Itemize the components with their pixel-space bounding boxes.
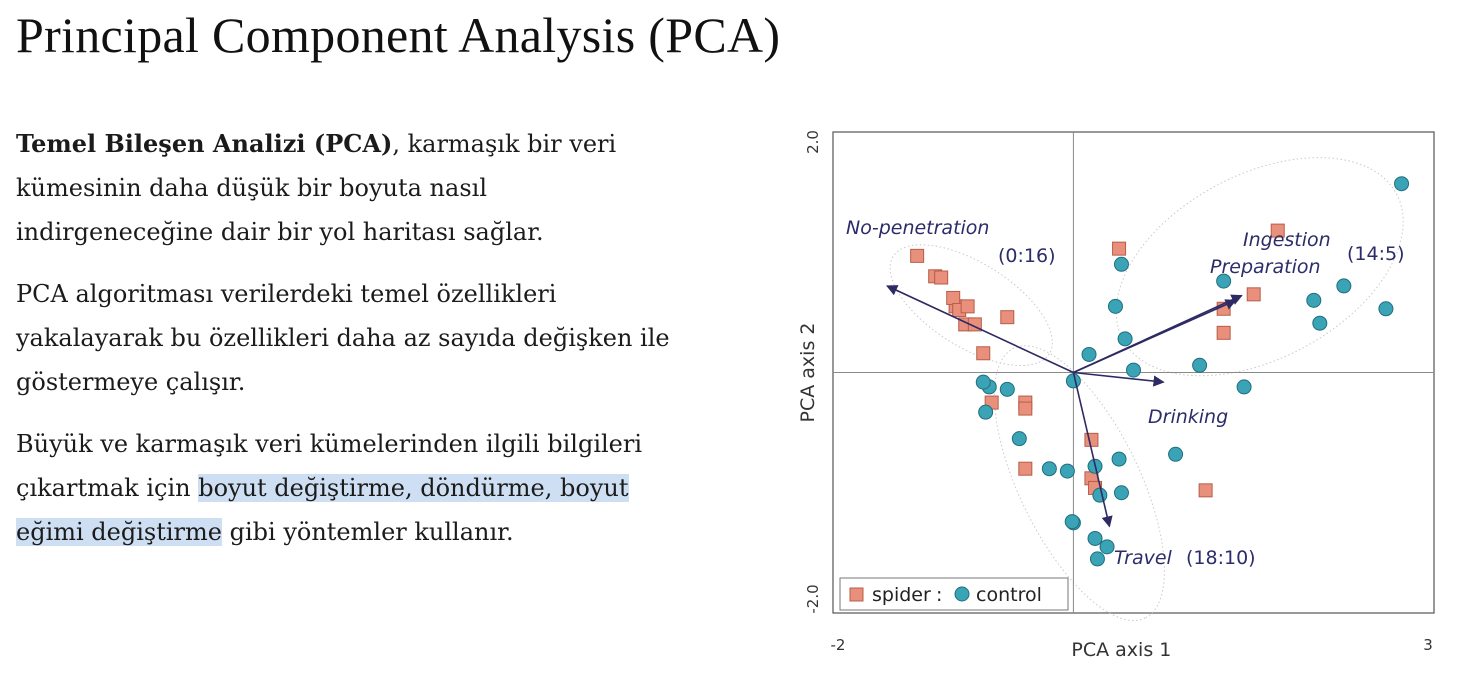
- paragraph-2: PCA algoritması verilerdeki temel özelli…: [16, 272, 776, 404]
- paragraph-3-line-2-plain: çıkartmak için: [16, 474, 199, 502]
- spider-point: [1084, 432, 1099, 447]
- control-point: [1041, 461, 1057, 477]
- group-label: (0:16): [998, 245, 1056, 267]
- control-point: [978, 404, 994, 420]
- paragraph-2-line-3: göstermeye çalışır.: [16, 368, 246, 396]
- paragraph-3: Büyük ve karmaşık veri kümelerinden ilgi…: [16, 422, 776, 554]
- control-point: [975, 374, 991, 390]
- spider-point: [960, 299, 975, 314]
- loading-vector-arrow: [1073, 299, 1237, 374]
- legend-spider-label: spider: [872, 584, 931, 606]
- control-point: [1011, 431, 1027, 447]
- control-point: [1113, 256, 1129, 272]
- y-tick-label: 2.0: [804, 130, 822, 154]
- spider-point: [1018, 401, 1033, 416]
- control-point: [1126, 362, 1141, 378]
- pca-scatter-plot: -2 3 2.0 -2.0 PCA axis 1 PCA axis 2 No-penetra…: [797, 130, 1435, 661]
- control-point: [1312, 315, 1328, 331]
- paragraph-2-line-1: PCA algoritması verilerdeki temel özelli…: [16, 280, 557, 308]
- paragraph-1-line-1-rest: , karmaşık bir veri: [392, 130, 617, 158]
- group-label: (14:5): [1347, 243, 1405, 265]
- pca-chart: -2 3 2.0 -2.0 PCA axis 1 PCA axis 2 No-penetra…: [790, 118, 1462, 672]
- paragraph-3-line-1: Büyük ve karmaşık veri kümelerinden ilgi…: [16, 430, 643, 458]
- control-point: [1378, 301, 1394, 317]
- control-point: [1065, 373, 1081, 389]
- paragraph-1-line-3: indirgeneceğine dair bir yol haritası sa…: [16, 218, 544, 246]
- paragraph-1-line-2: kümesinin daha düşük bir boyuta nasıl: [16, 174, 487, 202]
- control-point: [1216, 273, 1232, 289]
- control-point: [1168, 446, 1184, 462]
- group-label: Ingestion: [1243, 229, 1331, 251]
- control-point: [1394, 176, 1410, 192]
- paragraph-3-line-2: çıkartmak için boyut değiştirme, döndürm…: [16, 466, 776, 510]
- cluster-ellipse: [889, 244, 1053, 367]
- spider-point: [946, 290, 961, 305]
- control-point: [1236, 379, 1252, 395]
- spider-point: [1270, 223, 1285, 238]
- group-label: (18:10): [1186, 547, 1256, 569]
- selected-text-highlight-1[interactable]: boyut değiştirme, döndürme, boyut: [198, 474, 629, 502]
- legend-control-label: control: [976, 584, 1042, 606]
- slide-title: Principal Component Analysis (PCA): [16, 7, 781, 63]
- spider-point: [1246, 287, 1261, 302]
- group-label: Preparation: [1210, 256, 1321, 278]
- paragraph-2-line-2: yakalayarak bu özellikleri daha az sayıd…: [16, 324, 670, 352]
- control-point: [1064, 514, 1080, 530]
- group-label: Travel: [1114, 547, 1173, 569]
- loading-vector-arrow: [1072, 372, 1113, 528]
- control-point: [1059, 463, 1075, 479]
- legend-spider-swatch: [849, 587, 864, 602]
- control-point: [1111, 451, 1127, 467]
- control-point: [1336, 278, 1352, 294]
- control-point: [1089, 551, 1105, 567]
- legend-separator: :: [936, 584, 942, 606]
- control-point: [1113, 485, 1129, 501]
- cluster-ellipse: [1115, 157, 1404, 377]
- cluster-ellipse: [993, 345, 1165, 621]
- spider-point: [1000, 310, 1015, 325]
- x-axis-label: PCA axis 1: [1071, 639, 1171, 661]
- control-point: [1099, 539, 1115, 555]
- control-point: [1107, 298, 1123, 314]
- y-tick-label: -2.0: [804, 584, 822, 613]
- spider-point: [934, 270, 949, 285]
- control-point: [1081, 346, 1097, 362]
- spider-point: [910, 248, 925, 263]
- spider-point: [1216, 325, 1231, 340]
- control-point: [1306, 292, 1322, 308]
- legend-box: [839, 577, 1069, 611]
- x-tick-label: 3: [1423, 636, 1433, 654]
- spider-point: [1198, 483, 1213, 498]
- spider-point: [1112, 241, 1127, 256]
- loading-vector-arrow: [1073, 371, 1165, 387]
- loading-vector-arrow: [886, 285, 1074, 374]
- y-axis-label: PCA axis 2: [797, 323, 819, 423]
- paragraph-1: Temel Bileşen Analizi (PCA), karmaşık bi…: [16, 122, 776, 254]
- body-text: Temel Bileşen Analizi (PCA), karmaşık bi…: [16, 122, 776, 572]
- control-point: [1192, 357, 1208, 373]
- paragraph-1-line-1: Temel Bileşen Analizi (PCA), karmaşık bi…: [16, 122, 776, 166]
- group-label: No-penetration: [846, 217, 989, 239]
- legend-control-swatch: [954, 586, 970, 602]
- paragraph-3-line-3-rest: gibi yöntemler kullanır.: [221, 518, 514, 546]
- group-label: Drinking: [1148, 406, 1228, 428]
- spider-point: [976, 346, 991, 361]
- control-point: [1092, 487, 1108, 503]
- control-point: [1117, 331, 1133, 347]
- paragraph-3-line-3: eğimi değiştirme gibi yöntemler kullanır…: [16, 510, 776, 554]
- spider-point: [1018, 461, 1033, 476]
- control-point: [1087, 530, 1103, 546]
- control-point: [999, 381, 1015, 397]
- selected-text-highlight-2[interactable]: eğimi değiştirme: [16, 518, 222, 546]
- pca-term-bold: Temel Bileşen Analizi (PCA): [16, 129, 393, 158]
- x-tick-label: -2: [831, 636, 846, 654]
